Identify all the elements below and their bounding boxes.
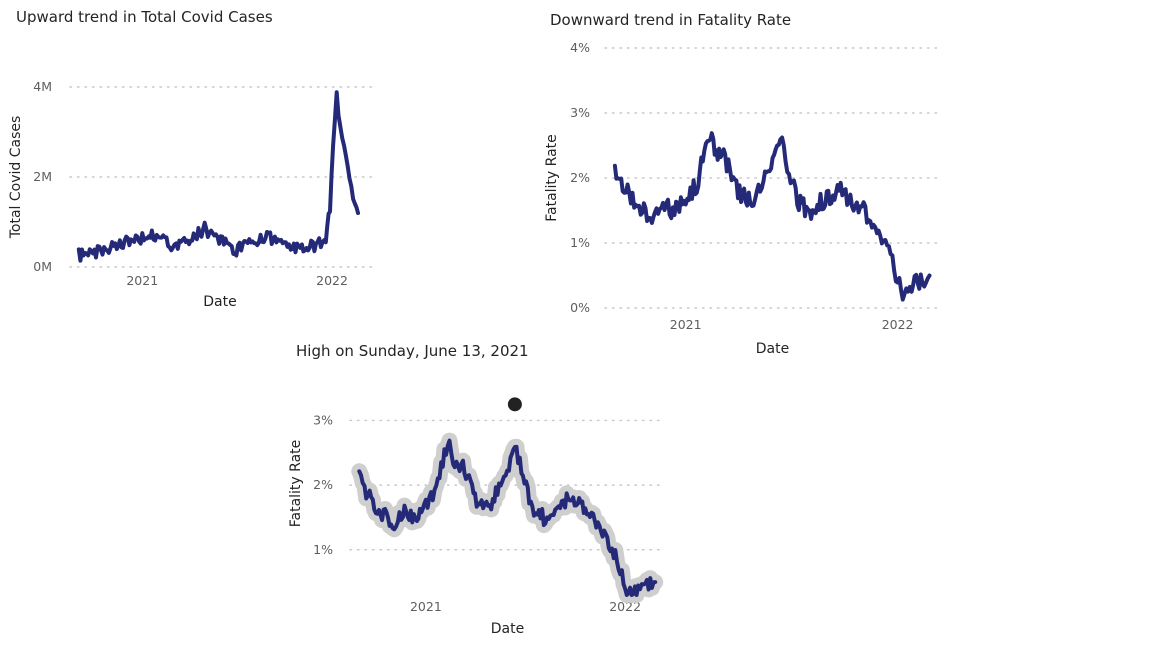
series-line [76, 90, 360, 263]
x-tick-label: 2021 [126, 273, 158, 288]
chart-1: 0M 2M 4M 2021 2022 Date Total Covid Cases [8, 79, 373, 310]
series-line [612, 131, 932, 302]
y-tick-label: 2M [33, 169, 52, 184]
y-tick-label: 3% [570, 105, 590, 120]
x-tick-label: 2021 [410, 599, 442, 614]
highlight-marker [507, 397, 522, 412]
chart2-title: Downward trend in Fatality Rate [550, 11, 792, 29]
y-tick-label: 1% [313, 542, 333, 557]
y-tick-label: 3% [313, 412, 333, 427]
chart-2: 0% 1% 2% 3% 4% 2021 2022 Date Fatality Rate [544, 40, 941, 357]
y-axis-title: Fatality Rate [288, 440, 304, 528]
chart1-title: Upward trend in Total Covid Cases [16, 8, 273, 26]
x-axis-title: Date [203, 294, 236, 310]
chart3-title: High on Sunday, June 13, 2021 [296, 342, 529, 360]
y-tick-label: 0% [570, 300, 590, 315]
series-line [357, 438, 658, 597]
y-tick-label: 0M [33, 259, 52, 274]
y-axis-title: Total Covid Cases [8, 116, 24, 240]
y-tick-label: 4M [33, 79, 52, 94]
y-axis-title: Fatality Rate [544, 134, 560, 222]
x-tick-label: 2022 [882, 317, 914, 332]
y-tick-label: 4% [570, 40, 590, 55]
y-tick-label: 2% [313, 477, 333, 492]
y-tick-label: 1% [570, 235, 590, 250]
x-tick-label: 2022 [316, 273, 348, 288]
x-tick-label: 2021 [670, 317, 702, 332]
x-axis-title: Date [756, 341, 789, 357]
x-axis-title: Date [491, 621, 524, 637]
y-tick-label: 2% [570, 170, 590, 185]
